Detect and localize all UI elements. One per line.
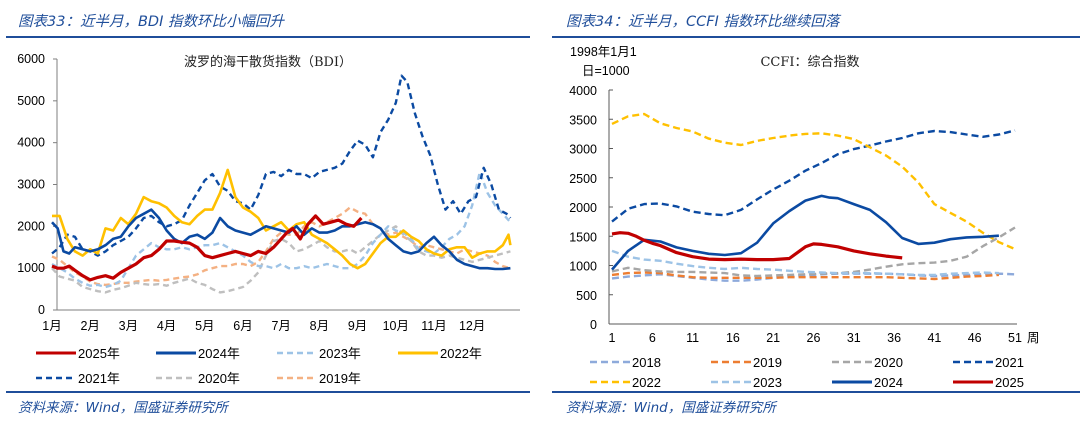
x-tick-label: 16 xyxy=(726,331,740,345)
legend-label: 2024年 xyxy=(198,346,240,361)
y-axis-label-line2: 日=1000 xyxy=(582,64,630,78)
y-tick-label: 2000 xyxy=(17,219,45,233)
legend-label: 2019 xyxy=(753,355,782,370)
series-line-2020 xyxy=(611,226,1016,278)
legend-label: 2021年 xyxy=(78,371,120,386)
x-tick-label: 6月 xyxy=(233,319,252,333)
x-tick-label: 36 xyxy=(887,331,901,345)
series-line-2021 xyxy=(611,129,1016,223)
y-tick-label: 1500 xyxy=(569,230,597,244)
x-tick-label: 8月 xyxy=(310,319,329,333)
legend-label: 2020 xyxy=(874,355,903,370)
source-rule xyxy=(552,391,1080,393)
ccfi-panel: 图表34：近半月，CCFI 指数环比继续回落 1998年1月1 日=1000 C… xyxy=(540,0,1080,425)
series-line-2024 xyxy=(611,194,999,271)
chart-title: 波罗的海干散货指数（BDI） xyxy=(184,54,352,70)
x-tick-label: 1 xyxy=(609,331,616,345)
x-tick-label: 11 xyxy=(686,331,699,345)
y-tick-label: 0 xyxy=(38,303,45,317)
legend-label: 2019年 xyxy=(319,371,361,386)
figure-title: 图表33：近半月，BDI 指数环比小幅回升 xyxy=(18,14,284,30)
series-line-2023 xyxy=(611,249,999,277)
legend-label: 2025年 xyxy=(78,346,120,361)
x-tick-label: 3月 xyxy=(119,319,138,333)
x-tick-label: 51 xyxy=(1008,331,1022,345)
legend-label: 2018 xyxy=(632,355,661,370)
series-line-2019 xyxy=(51,206,511,287)
x-tick-label: 9月 xyxy=(348,319,367,333)
bdi-line-chart: 波罗的海干散货指数（BDI） 0 1000 2000 3000 4000 5000 6000… xyxy=(17,52,520,386)
y-tick-label: 1000 xyxy=(17,261,45,275)
x-tick-label: 1月 xyxy=(42,319,61,333)
x-tick-label: 41 xyxy=(927,331,941,345)
series-line-2024 xyxy=(51,208,511,271)
x-axis-label: 周 xyxy=(1027,331,1040,345)
legend-label: 2025 xyxy=(995,375,1024,390)
x-tick-label: 12月 xyxy=(459,319,485,333)
ccfi-line-chart: 1998年1月1 日=1000 CCFI：综合指数 0 500 1000 1500 20… xyxy=(569,45,1040,390)
source-note: 资料来源：Wind，国盛证券研究所 xyxy=(566,400,776,416)
y-tick-label: 3000 xyxy=(569,143,597,157)
legend-label: 2020年 xyxy=(198,371,240,386)
y-tick-label: 6000 xyxy=(17,52,45,66)
y-tick-label: 5000 xyxy=(17,94,45,108)
x-tick-label: 2月 xyxy=(80,319,99,333)
x-tick-label: 10月 xyxy=(383,319,409,333)
y-tick-label: 4000 xyxy=(17,136,45,150)
y-tick-label: 1000 xyxy=(569,260,597,274)
y-tick-label: 2500 xyxy=(569,172,597,186)
series-line-2025 xyxy=(611,231,903,262)
legend-label: 2022 xyxy=(632,375,661,390)
figure-title: 图表34：近半月，CCFI 指数环比继续回落 xyxy=(566,14,840,30)
title-rule xyxy=(552,36,1080,38)
y-tick-label: 2000 xyxy=(569,201,597,215)
chart-title: CCFI：综合指数 xyxy=(760,55,859,70)
y-axis-label-line1: 1998年1月1 xyxy=(570,45,637,59)
source-note: 资料来源：Wind，国盛证券研究所 xyxy=(18,400,228,416)
y-tick-label: 500 xyxy=(576,289,597,303)
series-line-2021 xyxy=(51,74,512,257)
series-line-2022 xyxy=(52,168,512,270)
x-tick-label: 46 xyxy=(968,331,982,345)
title-rule xyxy=(6,36,530,38)
legend-label: 2023 xyxy=(753,375,782,390)
x-tick-label: 5月 xyxy=(195,319,214,333)
legend-label: 2024 xyxy=(874,375,903,390)
series-line-2022 xyxy=(611,112,1016,251)
x-tick-label: 11月 xyxy=(421,319,446,333)
series-line-2019 xyxy=(611,271,999,281)
bdi-panel: 图表33：近半月，BDI 指数环比小幅回升 波罗的海干散货指数（BDI） 0 10… xyxy=(6,14,530,416)
legend-label: 2023年 xyxy=(319,346,361,361)
x-tick-label: 26 xyxy=(807,331,821,345)
y-tick-label: 3000 xyxy=(17,178,45,192)
y-tick-label: 0 xyxy=(590,318,597,332)
series-line-2025 xyxy=(51,214,363,282)
x-tick-label: 21 xyxy=(766,331,780,345)
series-line-2020 xyxy=(51,225,511,294)
y-tick-label: 4000 xyxy=(569,84,597,98)
legend-label: 2021 xyxy=(995,355,1024,370)
x-tick-label: 7月 xyxy=(271,319,290,333)
y-tick-label: 3500 xyxy=(569,113,597,127)
source-rule xyxy=(6,391,530,393)
x-tick-label: 6 xyxy=(649,331,656,345)
legend-label: 2022年 xyxy=(440,346,482,361)
x-tick-label: 31 xyxy=(847,331,861,345)
x-tick-label: 4月 xyxy=(157,319,176,333)
